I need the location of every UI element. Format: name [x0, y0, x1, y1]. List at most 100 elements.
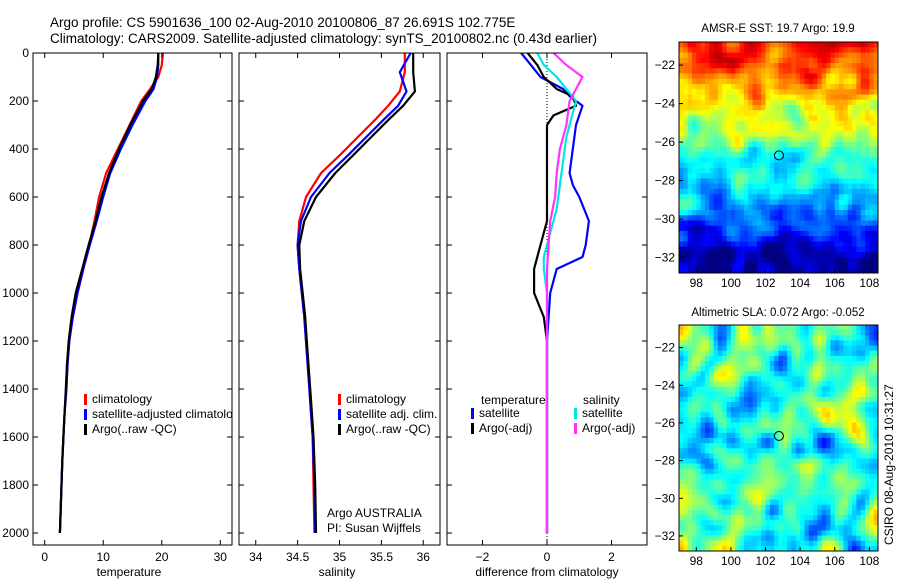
heatmap-cell	[834, 427, 840, 434]
heatmap-cell	[852, 448, 857, 454]
heatmap-cell	[791, 220, 797, 227]
heatmap-cell	[761, 204, 766, 211]
heatmap-cell	[860, 136, 866, 143]
heatmap-cell	[709, 325, 715, 331]
heatmap-cell	[687, 57, 693, 64]
heatmap-cell	[679, 168, 684, 174]
heatmap-cell	[852, 540, 857, 547]
heatmap-cell	[687, 448, 693, 454]
heatmap-cell	[826, 136, 831, 143]
heatmap-cell	[834, 494, 840, 501]
heatmap-cell	[687, 345, 693, 352]
heatmap-cell	[756, 215, 762, 221]
heatmap-cell	[778, 360, 784, 367]
legend-entry: satellite-adjusted climatolo	[92, 407, 233, 421]
heatmap-cell	[813, 131, 818, 137]
heatmap-cell	[752, 168, 758, 174]
heatmap-cell	[696, 453, 702, 459]
heatmap-cell	[735, 330, 740, 336]
heatmap-cell	[696, 136, 702, 143]
heatmap-cell	[826, 105, 831, 111]
heatmap-cell	[817, 162, 823, 169]
heatmap-cell	[869, 147, 875, 153]
heatmap-cell	[709, 402, 715, 408]
heatmap-cell	[713, 105, 719, 111]
heatmap-cell	[843, 204, 849, 211]
heatmap-cell	[865, 126, 870, 132]
heatmap-cell	[839, 366, 844, 372]
heatmap-cell	[709, 52, 715, 59]
series-group	[520, 53, 591, 533]
heatmap-cell	[722, 178, 727, 185]
heatmap-cell	[735, 355, 740, 362]
heatmap-cell	[709, 183, 715, 190]
heatmap-cell	[817, 335, 823, 341]
heatmap-cell	[847, 509, 853, 516]
heatmap-cell	[687, 407, 693, 413]
heatmap-cell	[713, 115, 719, 122]
heatmap-cell	[722, 535, 727, 542]
heatmap-cell	[791, 520, 797, 526]
heatmap-cell	[700, 350, 706, 357]
heatmap-cell	[869, 225, 875, 232]
heatmap-cell	[739, 340, 745, 346]
heatmap-cell	[795, 479, 801, 485]
heatmap-cell	[761, 386, 766, 393]
heatmap-cell	[791, 126, 797, 132]
heatmap-cell	[704, 199, 710, 206]
legend-heading: temperature	[481, 393, 546, 407]
heatmap-cell	[756, 330, 762, 336]
heatmap-cell	[834, 215, 840, 221]
heatmap-cell	[691, 371, 697, 377]
heatmap-cell	[787, 520, 792, 526]
heatmap-cell	[834, 63, 840, 69]
heatmap-cell	[769, 535, 775, 542]
heatmap-cell	[700, 355, 706, 362]
heatmap-cell	[752, 443, 758, 449]
heatmap-cell	[717, 473, 723, 480]
heatmap-cell	[782, 422, 788, 429]
heatmap-cell	[860, 157, 866, 164]
heatmap-cell	[852, 412, 857, 418]
heatmap-cell	[856, 131, 862, 137]
heatmap-cell	[739, 473, 745, 480]
heatmap-cell	[873, 417, 879, 423]
heatmap-cell	[869, 391, 875, 398]
heatmap-cell	[873, 126, 879, 132]
heatmap-cell	[748, 89, 753, 95]
heatmap-cell	[700, 126, 706, 132]
heatmap-cell	[873, 402, 879, 408]
heatmap-cell	[804, 47, 810, 53]
heatmap-cell	[817, 173, 823, 179]
heatmap-cell	[843, 63, 849, 69]
heatmap-cell	[856, 391, 862, 398]
heatmap-cell	[873, 484, 879, 490]
heatmap-cell	[791, 407, 797, 413]
heatmap-cell	[865, 267, 870, 274]
heatmap-cell	[800, 236, 805, 242]
heatmap-cell	[691, 325, 697, 331]
heatmap-cell	[752, 386, 758, 393]
heatmap-cell	[765, 530, 771, 536]
heatmap-cell	[679, 535, 684, 542]
heatmap-cell	[847, 407, 853, 413]
heatmap-cell	[730, 381, 736, 388]
heatmap-cell	[704, 136, 710, 143]
heatmap-cell	[865, 215, 870, 221]
heatmap-cell	[800, 391, 805, 398]
heatmap-cell	[843, 427, 849, 434]
heatmap-cell	[717, 110, 723, 116]
heatmap-cell	[739, 417, 745, 423]
heatmap-cell	[752, 110, 758, 116]
heatmap-cell	[860, 468, 866, 475]
heatmap-cell	[683, 438, 689, 444]
heatmap-cell	[769, 366, 775, 372]
heatmap-cell	[869, 157, 875, 164]
heatmap-cell	[795, 376, 801, 382]
heatmap-cell	[834, 381, 840, 388]
heatmap-cell	[787, 463, 792, 470]
heatmap-cell	[873, 162, 879, 169]
heatmap-cell	[700, 89, 706, 95]
heatmap-cell	[843, 99, 849, 106]
